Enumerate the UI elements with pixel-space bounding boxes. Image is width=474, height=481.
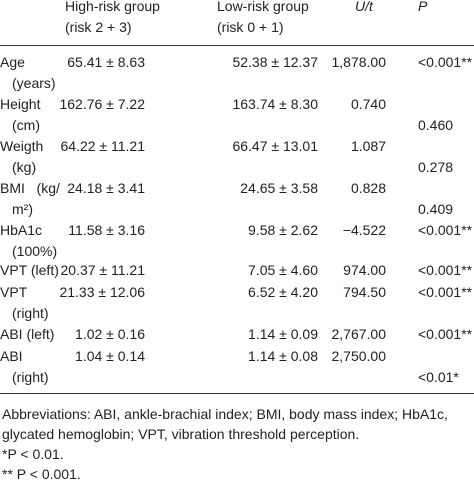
row-label: ABI [0,348,23,364]
column-header: High-risk group [65,0,160,14]
row-label: ABI (left) [0,326,55,342]
row-label: (cm) [12,117,40,133]
low-risk-value: 24.65 ± 3.58 [240,180,318,196]
low-risk-value: 7.05 ± 4.60 [248,262,318,278]
high-risk-value: 11.58 ± 3.16 [68,222,145,238]
footnote: ** P < 0.001. [2,466,81,481]
ut-value: 2,750.00 [331,348,387,364]
column-header: (risk 2 + 3) [65,19,132,35]
high-risk-value: 24.18 ± 3.41 [67,180,145,196]
column-header: P [418,0,428,14]
p-value: <0.001** [418,222,473,238]
row-label: (kg) [12,159,37,175]
ut-value: 0.740 [350,96,386,112]
column-header: U/t [355,0,373,14]
low-risk-value: 163.74 ± 8.30 [232,96,318,112]
footnotes: Abbreviations: ABI, ankle-brachial index… [2,404,470,481]
p-value: <0.001** [418,284,473,300]
high-risk-value: 64.22 ± 11.21 [60,138,146,154]
ut-value: 2,767.00 [331,326,387,342]
column-header: Low-risk group [217,0,309,14]
row-label: VPT (left) [0,262,59,278]
p-value: 0.409 [418,201,454,217]
row-label: (right) [12,305,49,321]
low-risk-value: 1.14 ± 0.09 [248,326,318,342]
low-risk-value: 52.38 ± 12.37 [232,54,318,70]
p-value: <0.01* [418,369,459,385]
high-risk-value: 21.33 ± 12.06 [59,284,145,300]
ut-value: 1.087 [350,138,386,154]
row-label: Height [0,96,41,112]
high-risk-value: 1.02 ± 0.16 [75,326,145,342]
row-label: (years) [12,75,56,91]
ut-value: 1,878.00 [331,54,387,70]
low-risk-value: 9.58 ± 2.62 [248,222,318,238]
p-value: <0.001** [418,326,473,342]
row-label: VPT [0,284,28,300]
p-value: <0.001** [418,262,473,278]
column-header: (risk 0 + 1) [217,19,284,35]
bottom-rule [0,393,474,394]
high-risk-value: 65.41 ± 8.63 [67,54,145,70]
p-value: 0.460 [418,117,454,133]
row-label: Age [0,54,25,70]
high-risk-value: 20.37 ± 11.21 [60,262,146,278]
row-label: (right) [12,369,49,385]
low-risk-value: 1.14 ± 0.08 [248,348,318,364]
p-value: <0.001** [418,54,473,70]
row-label: Weigth [0,138,44,154]
ut-value: 974.00 [343,262,386,278]
top-rule [0,45,474,46]
row-label: BMI (kg/ [0,180,60,196]
ut-value: 0.828 [350,180,386,196]
low-risk-value: 6.52 ± 4.20 [248,284,318,300]
footnote: Abbreviations: ABI, ankle-brachial index… [2,406,448,442]
ut-value: 794.50 [343,284,386,300]
row-label: HbA1c [0,222,43,238]
ut-value: −4.522 [342,222,386,238]
high-risk-value: 162.76 ± 7.22 [59,96,145,112]
low-risk-value: 66.47 ± 13.01 [232,138,318,154]
high-risk-value: 1.04 ± 0.14 [75,348,145,364]
p-value: 0.278 [418,159,454,175]
row-label: (100%) [12,243,58,259]
footnote: *P < 0.01. [2,446,64,462]
row-label: m²) [12,201,33,217]
